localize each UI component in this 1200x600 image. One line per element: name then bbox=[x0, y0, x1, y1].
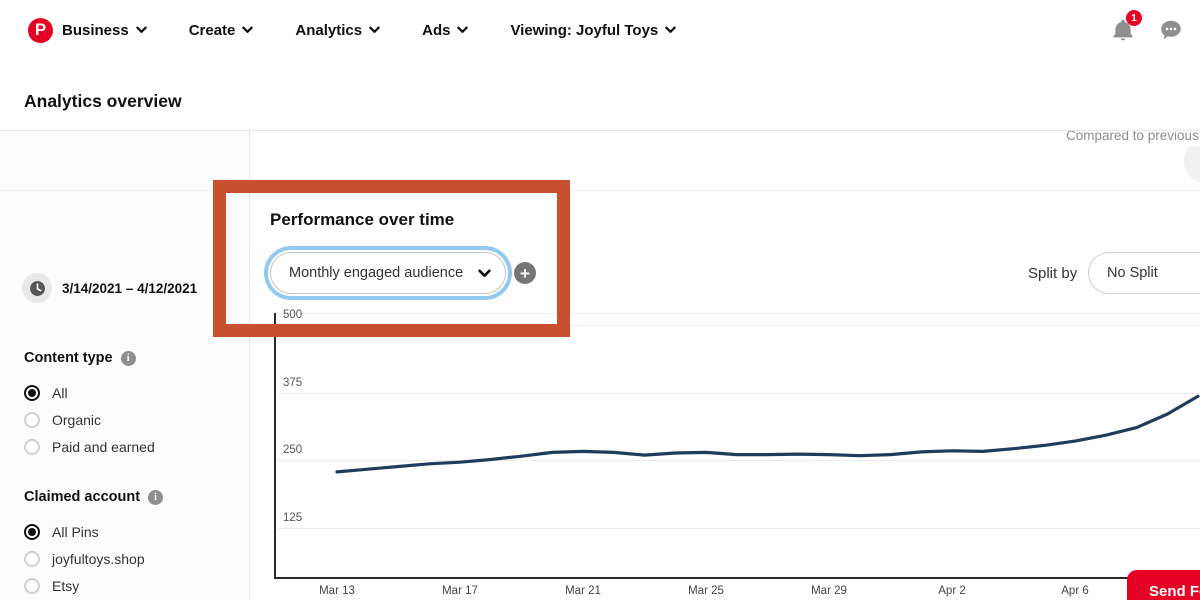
nav-item-analytics[interactable]: Analytics bbox=[295, 22, 380, 39]
info-icon[interactable]: i bbox=[148, 489, 164, 505]
gridline-250 bbox=[276, 460, 1200, 461]
x-tick-label-apr-2: Apr 2 bbox=[938, 585, 966, 597]
radio-option-all-pins[interactable]: All Pins bbox=[0, 518, 250, 545]
radio-option-joyfultoys-shop[interactable]: joyfultoys.shop bbox=[0, 545, 250, 572]
radio-option-label: joyfultoys.shop bbox=[52, 550, 145, 567]
metric-dropdown-value: Monthly engaged audience bbox=[289, 265, 464, 281]
filters-sidebar: 3/14/2021 – 4/12/2021 Content type i All Or… bbox=[0, 131, 250, 600]
split-dropdown-value: No Split bbox=[1107, 265, 1158, 281]
filter-sections: Content type i All Organic Paid and earned Cl… bbox=[0, 321, 250, 600]
header-divider bbox=[0, 130, 1200, 131]
gridline-125 bbox=[276, 527, 1200, 529]
y-tick-label-375: 375 bbox=[283, 376, 303, 389]
nav-item-label: Business bbox=[62, 21, 129, 39]
radio-option-label: Etsy bbox=[52, 577, 80, 594]
radio-selected-icon[interactable] bbox=[24, 384, 40, 401]
y-tick-label-125: 125 bbox=[283, 511, 303, 524]
y-axis-line bbox=[274, 313, 276, 579]
nav-item-ads[interactable]: Ads bbox=[422, 21, 469, 39]
x-axis-line bbox=[274, 577, 1200, 579]
plot-top-border bbox=[275, 313, 1200, 314]
pinterest-logo-icon[interactable]: P bbox=[28, 17, 53, 43]
radio-unselected-icon[interactable] bbox=[24, 550, 40, 567]
date-range-picker[interactable]: 3/14/2021 – 4/12/2021 bbox=[22, 273, 197, 303]
filter-section-claimed-account: Claimed account i All Pins joyfultoys.shop E… bbox=[0, 460, 250, 600]
filter-section-content-type: Content type i All Organic Paid and earned bbox=[0, 321, 250, 460]
split-by-label: Split by bbox=[1028, 265, 1078, 282]
radio-unselected-icon[interactable] bbox=[24, 438, 40, 455]
nav-item-business[interactable]: Business bbox=[62, 22, 147, 39]
y-tick-label-500: 500 bbox=[283, 309, 303, 321]
chevron-down-icon bbox=[457, 26, 469, 33]
radio-option-paid-and-earned[interactable]: Paid and earned bbox=[0, 433, 250, 460]
help-button-partial[interactable] bbox=[1184, 138, 1200, 184]
top-navigation-bar: P Business Create Analytics Ads Viewing: Joy… bbox=[0, 0, 1200, 60]
x-tick-label-apr-6: Apr 6 bbox=[1061, 585, 1089, 597]
radio-unselected-icon[interactable] bbox=[24, 577, 40, 594]
performance-over-time-title: Performance over time bbox=[270, 210, 455, 229]
nav-item-label: Analytics bbox=[295, 21, 363, 39]
section-title-claimed-account: Claimed account i bbox=[24, 488, 250, 506]
radio-option-label: All Pins bbox=[52, 523, 99, 540]
metric-dropdown[interactable]: Monthly engaged audience bbox=[270, 252, 506, 294]
notifications-button[interactable]: 1 bbox=[1110, 10, 1142, 43]
gridline-500 bbox=[276, 325, 1200, 326]
sub-divider bbox=[0, 190, 1200, 191]
x-tick-label-mar-25: Mar 25 bbox=[688, 585, 724, 597]
compared-to-previous-text: Compared to previous 30 days bbox=[1066, 131, 1200, 146]
date-range-label: 3/14/2021 – 4/12/2021 bbox=[62, 280, 198, 296]
radio-option-label: Organic bbox=[52, 411, 102, 428]
radio-option-label: Paid and earned bbox=[52, 438, 155, 455]
x-tick-label-mar-29: Mar 29 bbox=[811, 585, 847, 597]
chevron-down-icon bbox=[242, 26, 254, 33]
x-tick-label-mar-17: Mar 17 bbox=[442, 585, 478, 597]
y-tick-label-250: 250 bbox=[283, 444, 303, 456]
nav-item-viewing-joyful-toys[interactable]: Viewing: Joyful Toys bbox=[510, 22, 676, 39]
section-title-content-type: Content type i bbox=[24, 349, 250, 367]
page-header: Analytics overview bbox=[0, 60, 1200, 184]
info-icon[interactable]: i bbox=[120, 350, 136, 366]
add-metric-button[interactable]: + bbox=[514, 262, 536, 284]
bell-icon bbox=[1113, 19, 1133, 41]
nav-item-create[interactable]: Create bbox=[189, 22, 254, 39]
gridline-375 bbox=[276, 392, 1200, 394]
radio-selected-icon[interactable] bbox=[24, 523, 40, 540]
x-tick-label-mar-13: Mar 13 bbox=[319, 585, 355, 597]
chat-bubble-icon bbox=[1161, 20, 1181, 40]
radio-unselected-icon[interactable] bbox=[24, 411, 40, 428]
chevron-down-icon bbox=[478, 268, 491, 277]
nav-item-label: Ads bbox=[422, 21, 451, 39]
messages-button[interactable] bbox=[1158, 17, 1184, 43]
split-dropdown[interactable]: No Split bbox=[1088, 252, 1200, 294]
send-feedback-button[interactable]: Send Feedback bbox=[1127, 570, 1200, 600]
radio-option-all[interactable]: All bbox=[0, 379, 250, 406]
nav-menu: Business Create Analytics Ads Viewing: Joyfu… bbox=[62, 22, 676, 39]
x-tick-label-mar-21: Mar 21 bbox=[565, 585, 601, 597]
chevron-down-icon bbox=[665, 26, 676, 33]
radio-option-organic[interactable]: Organic bbox=[0, 406, 250, 433]
radio-option-label: All bbox=[52, 384, 68, 401]
clock-icon bbox=[22, 273, 52, 303]
nav-item-label: Viewing: Joyful Toys bbox=[510, 21, 659, 39]
notification-badge: 1 bbox=[1126, 10, 1142, 26]
nav-item-label: Create bbox=[188, 21, 236, 39]
chevron-down-icon bbox=[135, 26, 147, 33]
page-title: Analytics overview bbox=[24, 91, 182, 111]
chevron-down-icon bbox=[369, 26, 380, 33]
nav-right-icons: 1 bbox=[1110, 0, 1200, 60]
radio-option-etsy[interactable]: Etsy bbox=[0, 572, 250, 599]
